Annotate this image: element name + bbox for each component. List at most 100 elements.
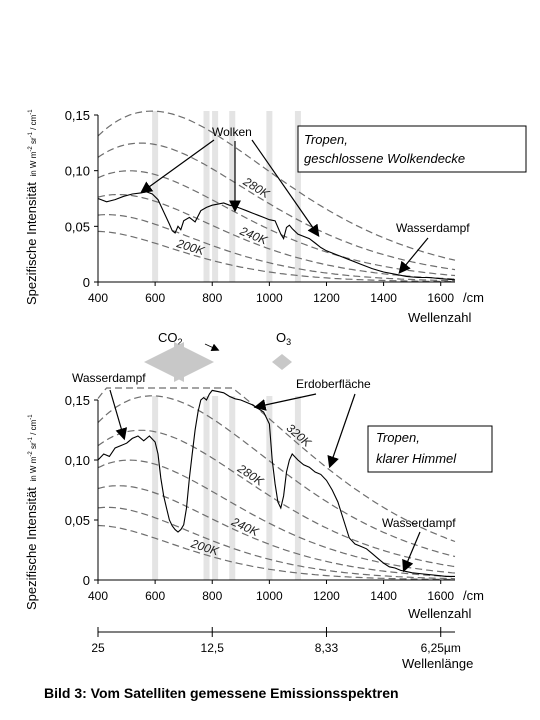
y-label-sup: -1 xyxy=(28,414,34,420)
x-tick-label: 1600 xyxy=(427,291,454,305)
wavelength-axis: 25 12,5 8,33 6,25µm Wellenlänge xyxy=(91,627,473,671)
co2-marker xyxy=(176,348,184,354)
planck-curve-240k xyxy=(97,485,456,578)
y-label-unit: in W m xyxy=(29,456,38,481)
band-stripe xyxy=(294,396,301,580)
wavelength-label: Wellenlänge xyxy=(402,656,473,671)
planck-curve-300k xyxy=(97,110,456,261)
x-tick-label: 1200 xyxy=(313,291,340,305)
x-unit-label: /cm xyxy=(463,290,484,305)
band-stripe xyxy=(152,396,159,580)
x-tick-label: 600 xyxy=(145,291,165,305)
arrow-wolken-1 xyxy=(140,139,215,194)
y-tick-label: 0,10 xyxy=(65,453,90,468)
x-tick-label: 1600 xyxy=(427,589,454,603)
planck-curve-260k xyxy=(97,459,456,574)
annotation-wasserdampf: Wasserdampf xyxy=(396,221,470,235)
y-label-sup: -2 xyxy=(28,451,34,457)
x-tick-label: 400 xyxy=(88,291,108,305)
y-tick-label: 0,05 xyxy=(65,219,90,234)
y-tick-label: 0,10 xyxy=(65,164,90,179)
arrow-wasserdampf-left xyxy=(109,389,128,441)
planck-curve-220k xyxy=(97,214,456,282)
arrow-wolken-3 xyxy=(251,139,320,237)
band-stripe xyxy=(294,111,301,282)
spectrum-line-cloudy xyxy=(97,191,456,281)
legend-title: Tropen, xyxy=(304,132,348,147)
planck-label-200k: 200K xyxy=(174,236,207,258)
band-stripe xyxy=(229,111,236,282)
x-tick-label: 1000 xyxy=(256,291,283,305)
y-tick-label: 0 xyxy=(83,573,90,588)
figure-caption: Bild 3: Vom Satelliten gemessene Emissio… xyxy=(44,685,399,701)
planck-label-280k: 280K xyxy=(234,461,267,489)
x-tick-label: 1400 xyxy=(370,291,397,305)
y-tick-label: 0 xyxy=(83,275,90,290)
y-label-cm: / cm xyxy=(29,419,38,437)
arrow-erdoberflaeche-2 xyxy=(327,393,356,469)
y-label-main: Spezifische Intensität xyxy=(24,182,39,305)
y-axis-label: Spezifische Intensität in W m-2 sr-1 / c… xyxy=(24,109,39,305)
absorption-bands xyxy=(152,396,301,580)
y-tick-labels: 0 0,05 0,10 0,15 xyxy=(65,108,98,290)
planck-curve-300k xyxy=(97,395,456,558)
spectrum-line-clear xyxy=(97,389,455,577)
x-axis-label: Wellenzahl xyxy=(408,310,471,325)
wavelength-tick-label: 6,25µm xyxy=(421,641,461,655)
wavelength-tick-label: 25 xyxy=(91,641,105,655)
x-tick-label: 400 xyxy=(88,589,108,603)
y-tick-labels: 0 0,05 0,10 0,15 xyxy=(65,393,98,588)
band-labels: CO2 O3 xyxy=(144,330,292,382)
x-tick-label: 800 xyxy=(202,589,222,603)
y-axis-label: Spezifische Intensität in W m-2 sr-1 / c… xyxy=(24,414,39,610)
band-stripe xyxy=(212,111,219,282)
annotation-wasserdampf-left: Wasserdampf xyxy=(72,371,146,385)
planck-curve-240k xyxy=(97,193,456,280)
x-axis-label: Wellenzahl xyxy=(408,606,471,621)
x-tick-label: 800 xyxy=(202,291,222,305)
y-tick-label: 0,05 xyxy=(65,513,90,528)
co2-small-arrow xyxy=(204,343,220,351)
y-label-sr: sr xyxy=(29,442,38,451)
o3-range-marker xyxy=(272,354,292,370)
x-tick-label: 1400 xyxy=(370,589,397,603)
y-label-cm: / cm xyxy=(29,114,38,132)
y-tick-label: 0,15 xyxy=(65,393,90,408)
planck-curve-280k xyxy=(97,429,456,568)
band-stripe xyxy=(229,396,236,580)
y-label-sr: sr xyxy=(29,137,38,146)
arrow-wasserdampf-right xyxy=(402,531,421,573)
planck-curve-220k xyxy=(97,506,456,580)
y-label-sup: -1 xyxy=(28,436,34,442)
x-tick-label: 1200 xyxy=(313,589,340,603)
y-label-sup: -1 xyxy=(28,109,34,115)
legend-title: Tropen, xyxy=(376,430,420,445)
co2-text: CO xyxy=(158,330,178,345)
planck-curve-200k xyxy=(97,524,456,581)
co2-label: CO2 xyxy=(158,330,183,347)
o3-text: O xyxy=(276,330,286,345)
y-label-main: Spezifische Intensität xyxy=(24,487,39,610)
y-label-sup: -1 xyxy=(28,131,34,137)
o3-sub: 3 xyxy=(286,337,291,347)
annotation-erdoberflaeche: Erdoberfläche xyxy=(296,377,371,391)
wavelength-tick-label: 12,5 xyxy=(201,641,225,655)
annotation-wolken: Wolken xyxy=(212,125,252,139)
legend-box xyxy=(367,425,493,473)
y-tick-label: 0,15 xyxy=(65,108,90,123)
arrow-wasserdampf xyxy=(398,237,429,274)
x-unit-label: /cm xyxy=(463,588,484,603)
wavelength-tick-labels: 25 12,5 8,33 6,25µm xyxy=(91,627,461,655)
x-tick-label: 1000 xyxy=(256,589,283,603)
planck-curve-260k xyxy=(97,170,456,277)
co2-sub: 2 xyxy=(178,337,183,347)
planck-curve-320k xyxy=(97,387,456,543)
band-stripe xyxy=(266,111,273,282)
annotation-wasserdampf-right: Wasserdampf xyxy=(382,516,456,530)
band-stripe xyxy=(212,396,219,580)
legend-box xyxy=(297,125,527,173)
